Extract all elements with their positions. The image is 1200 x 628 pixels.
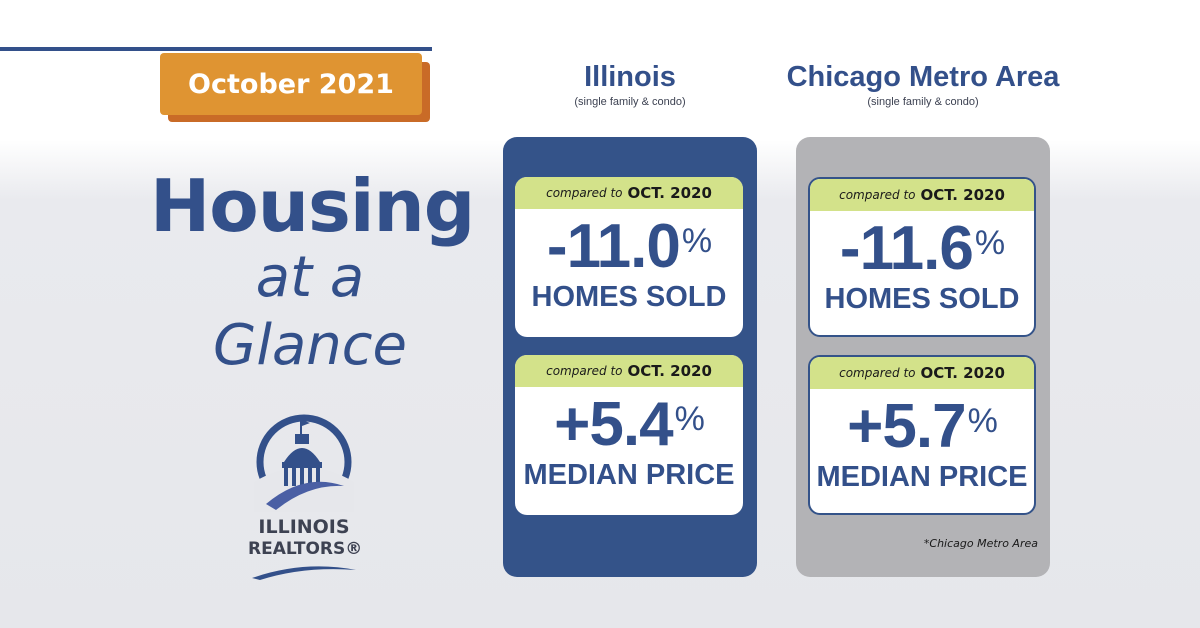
column-name: Chicago Metro Area xyxy=(786,61,1060,93)
compare-period: OCT. 2020 xyxy=(627,362,712,380)
headline-line3: Glance xyxy=(212,313,407,378)
compare-prefix: compared to xyxy=(546,364,623,378)
headline-line2: at a xyxy=(255,245,365,310)
compare-prefix: compared to xyxy=(546,186,623,200)
stat-number: +5.4 xyxy=(554,390,673,459)
stat-card-homes-sold: compared to OCT. 2020 -11.6% HOMES SOLD xyxy=(808,177,1036,337)
compare-period: OCT. 2020 xyxy=(920,364,1005,382)
compare-bar: compared to OCT. 2020 xyxy=(810,179,1034,211)
stat-unit: % xyxy=(967,402,998,440)
compare-bar: compared to OCT. 2020 xyxy=(515,355,743,387)
compare-prefix: compared to xyxy=(839,366,916,380)
panel-chicago: compared to OCT. 2020 -11.6% HOMES SOLD … xyxy=(796,137,1050,577)
compare-bar: compared to OCT. 2020 xyxy=(810,357,1034,389)
compare-period: OCT. 2020 xyxy=(627,184,712,202)
stat-value: -11.6% xyxy=(810,217,1034,281)
stat-number: -11.6 xyxy=(839,214,974,283)
column-subtitle: (single family & condo) xyxy=(867,96,979,108)
stat-unit: % xyxy=(674,400,705,438)
column-title-illinois: Illinois (single family & condo) xyxy=(503,60,757,108)
date-badge: October 2021 xyxy=(160,53,422,115)
stat-unit: % xyxy=(974,224,1005,262)
compare-bar: compared to OCT. 2020 xyxy=(515,177,743,209)
capitol-dome-icon xyxy=(254,414,354,512)
stat-number: +5.7 xyxy=(847,392,966,461)
stat-card-median-price: compared to OCT. 2020 +5.7% MEDIAN PRICE xyxy=(808,355,1036,515)
top-rule xyxy=(0,47,432,51)
footnote: *Chicago Metro Area xyxy=(923,537,1038,550)
column-name: Illinois xyxy=(584,61,676,93)
column-title-chicago: Chicago Metro Area (single family & cond… xyxy=(780,60,1066,108)
stat-unit: % xyxy=(681,222,712,260)
logo-text-line2: REALTORS® xyxy=(248,539,363,559)
panel-illinois: compared to OCT. 2020 -11.0% HOMES SOLD … xyxy=(503,137,757,577)
stat-value: +5.4% xyxy=(515,393,743,457)
stat-card-homes-sold: compared to OCT. 2020 -11.0% HOMES SOLD xyxy=(515,177,743,337)
stat-label: HOMES SOLD xyxy=(531,281,727,313)
logo-text-line1: ILLINOIS xyxy=(258,516,350,538)
illinois-realtors-logo: ILLINOIS REALTORS® xyxy=(248,412,363,580)
stat-label: MEDIAN PRICE xyxy=(816,461,1028,493)
logo-swoosh-icon xyxy=(252,566,356,580)
compare-prefix: compared to xyxy=(839,188,916,202)
stat-card-median-price: compared to OCT. 2020 +5.4% MEDIAN PRICE xyxy=(515,355,743,515)
stat-number: -11.0 xyxy=(546,212,681,281)
headline-line1: Housing xyxy=(150,164,475,248)
column-subtitle: (single family & condo) xyxy=(574,96,686,108)
compare-period: OCT. 2020 xyxy=(920,186,1005,204)
stat-value: -11.0% xyxy=(515,215,743,279)
stat-value: +5.7% xyxy=(810,395,1034,459)
stat-label: HOMES SOLD xyxy=(824,283,1020,315)
stat-label: MEDIAN PRICE xyxy=(523,459,735,491)
